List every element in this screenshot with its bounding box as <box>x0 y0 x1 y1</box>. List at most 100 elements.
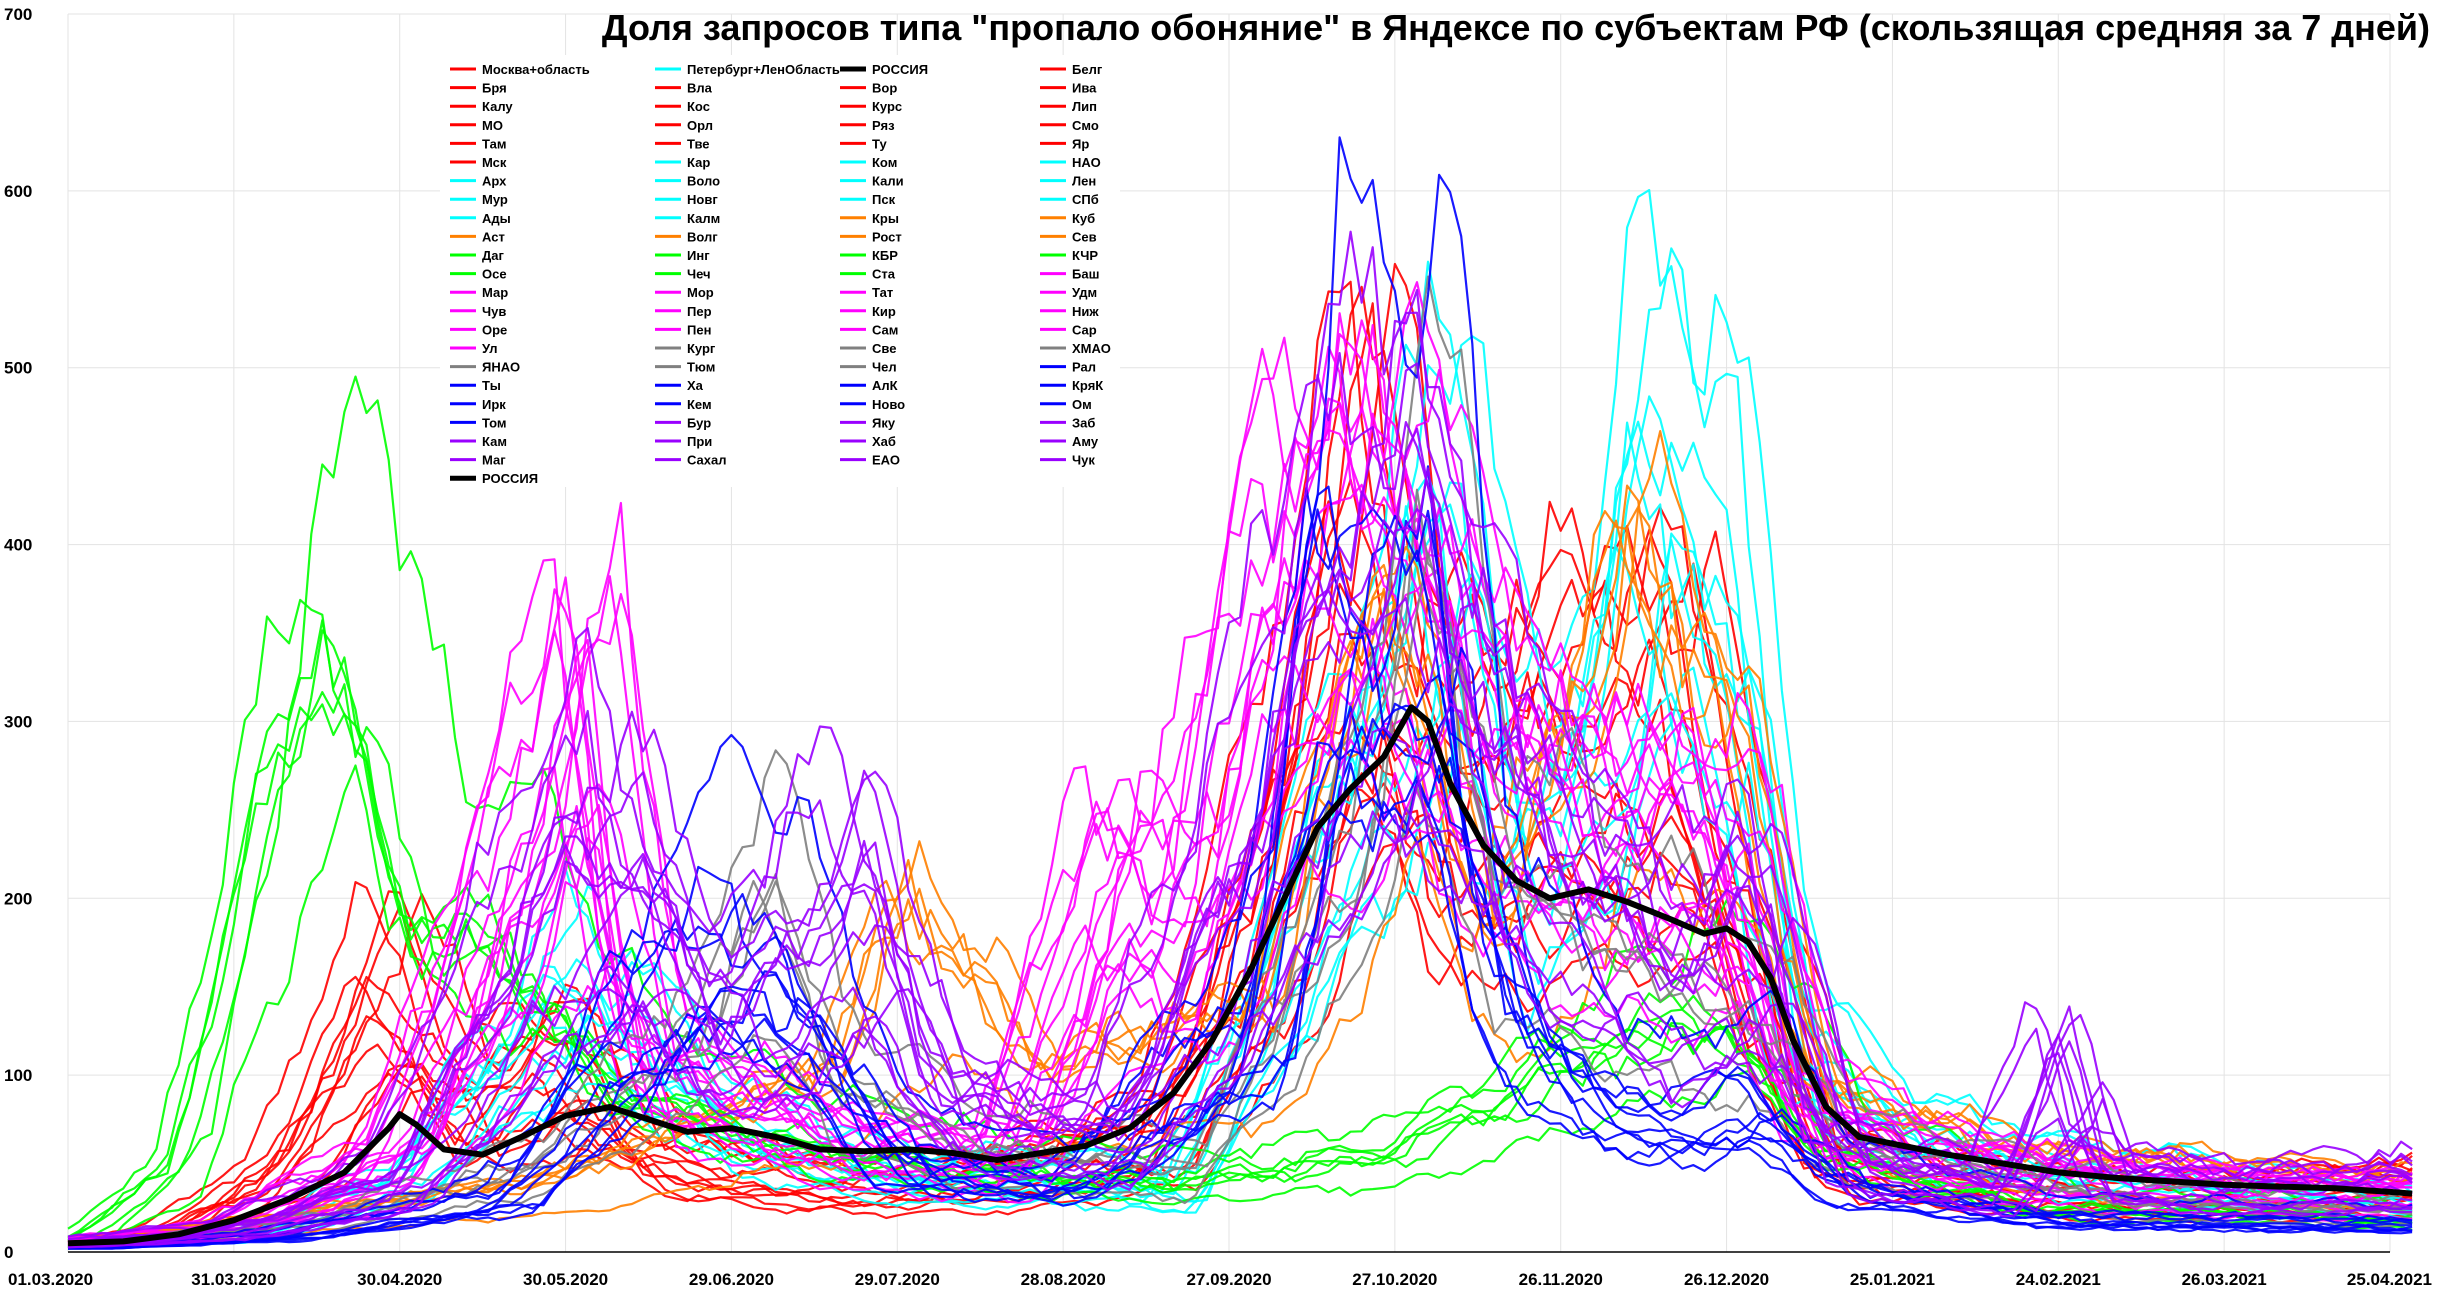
legend-label: Петербург+ЛенОбласть <box>687 62 840 77</box>
legend-label: Бря <box>482 81 507 96</box>
legend-label: Ниж <box>1072 304 1099 319</box>
legend-label: Кем <box>687 397 712 412</box>
legend-label: Мар <box>482 285 508 300</box>
x-tick-label: 28.08.2020 <box>1021 1270 1106 1289</box>
legend-label: Ом <box>1072 397 1092 412</box>
x-tick-label: 26.12.2020 <box>1684 1270 1769 1289</box>
x-tick-label: 25.01.2021 <box>1850 1270 1935 1289</box>
legend-label: Мск <box>482 155 507 170</box>
legend-label: Кос <box>687 99 710 114</box>
legend-label: Рост <box>872 229 902 244</box>
y-tick-label: 0 <box>4 1243 13 1262</box>
series-line-violet-regions <box>67 352 2413 1241</box>
series-line-magenta-regions <box>67 483 2413 1245</box>
legend-label: Аму <box>1072 434 1099 449</box>
legend-label: Мор <box>687 285 714 300</box>
legend-label: Волг <box>687 229 718 244</box>
series-line-violet-regions <box>67 813 2413 1249</box>
legend-label: Сар <box>1072 322 1097 337</box>
legend-label: Калу <box>482 99 513 114</box>
legend-label: Вла <box>687 81 713 96</box>
legend-label: Лип <box>1072 99 1097 114</box>
legend-label: РОССИЯ <box>872 62 928 77</box>
legend-label: Мур <box>482 192 508 207</box>
legend-label: Маг <box>482 453 506 468</box>
axis-layer: 0 100 200 300 400 500 600 700 01.03.2020 31.03.20… <box>4 5 2432 1289</box>
legend-label: Ком <box>872 155 897 170</box>
legend-label: Чув <box>482 304 506 319</box>
x-tick-label: 25.04.2021 <box>2347 1270 2432 1289</box>
x-tick-label: 30.04.2020 <box>357 1270 442 1289</box>
legend-label: Белг <box>1072 62 1103 77</box>
legend-label: Воло <box>687 174 720 189</box>
legend: Москва+область Бря Калу МО Там Мск Арх Мур Ады Ас… <box>440 55 1120 487</box>
legend-label: Орл <box>687 118 713 133</box>
x-tick-label: 30.05.2020 <box>523 1270 608 1289</box>
legend-label: Ново <box>872 397 905 412</box>
legend-label: Тюм <box>687 360 715 375</box>
y-tick-label: 500 <box>4 359 32 378</box>
legend-label: Том <box>482 415 507 430</box>
legend-label: Оре <box>482 322 507 337</box>
legend-label: Ты <box>482 378 501 393</box>
series-line-magenta-regions <box>67 617 2413 1245</box>
legend-label: ЯНАО <box>482 360 520 375</box>
legend-label: Куб <box>1072 211 1095 226</box>
series-line-magenta-regions <box>67 667 2413 1248</box>
legend-label: КЧР <box>1072 248 1098 263</box>
legend-label: Вор <box>872 81 897 96</box>
x-tick-label: 27.10.2020 <box>1352 1270 1437 1289</box>
y-tick-label: 100 <box>4 1066 32 1085</box>
legend-label: Заб <box>1072 415 1095 430</box>
legend-label: АлК <box>872 378 898 393</box>
legend-label: Ирк <box>482 397 506 412</box>
series-line-violet-regions <box>68 702 2413 1248</box>
legend-label: Осе <box>482 267 507 282</box>
legend-label: Чеч <box>687 267 711 282</box>
legend-label: Ха <box>687 378 704 393</box>
x-tick-label: 27.09.2020 <box>1186 1270 1271 1289</box>
legend-label: РОССИЯ <box>482 471 538 486</box>
legend-label: Инг <box>687 248 710 263</box>
legend-label: Даг <box>482 248 504 263</box>
legend-label: Кры <box>872 211 899 226</box>
series-line-violet-regions <box>67 230 2413 1238</box>
legend-label: Сахал <box>687 453 727 468</box>
legend-label: Кар <box>687 155 710 170</box>
series-line-violet-regions <box>67 508 2413 1244</box>
legend-label: Аст <box>482 229 505 244</box>
y-tick-label: 300 <box>4 712 32 731</box>
legend-label: МО <box>482 118 503 133</box>
legend-label: Сев <box>1072 229 1097 244</box>
legend-label: Лен <box>1072 174 1096 189</box>
series-line-magenta-regions <box>67 312 2413 1240</box>
y-tick-label: 700 <box>4 5 32 24</box>
legend-label: Пен <box>687 322 711 337</box>
legend-label: Смо <box>1072 118 1099 133</box>
y-tick-label: 200 <box>4 889 32 908</box>
x-tick-label: 26.11.2020 <box>1519 1270 1603 1289</box>
series-line-blue-regions <box>68 673 2413 1250</box>
legend-label: КБР <box>872 248 898 263</box>
legend-label: Кир <box>872 304 896 319</box>
legend-label: Ряз <box>872 118 895 133</box>
legend-label: Чел <box>872 360 897 375</box>
x-tick-label: 31.03.2020 <box>191 1270 276 1289</box>
legend-label: Кам <box>482 434 507 449</box>
series-line-violet-regions <box>67 362 2413 1244</box>
legend-label: Све <box>872 341 896 356</box>
legend-label: Курс <box>872 99 902 114</box>
legend-label: Хаб <box>872 434 896 449</box>
legend-label: Арх <box>482 174 507 189</box>
legend-label: Баш <box>1072 267 1099 282</box>
series-line-russia <box>67 704 2413 1247</box>
legend-label: Яр <box>1072 136 1089 151</box>
legend-label: Калм <box>687 211 720 226</box>
series-line-grey-regions <box>67 488 2413 1249</box>
legend-label: НАО <box>1072 155 1101 170</box>
legend-label: Ива <box>1072 81 1097 96</box>
x-tick-label: 01.03.2020 <box>8 1270 93 1289</box>
series-line-blue-regions <box>68 764 2413 1250</box>
series-layer <box>67 136 2413 1250</box>
x-tick-label: 24.02.2021 <box>2016 1270 2101 1289</box>
